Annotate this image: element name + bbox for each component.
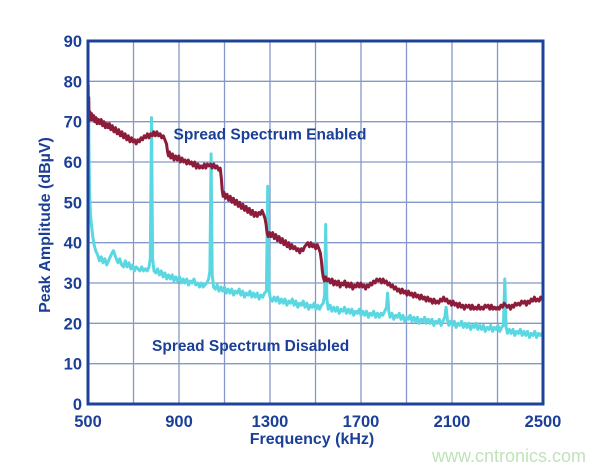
y-tick-label: 80 [64,73,82,91]
y-tick-label: 0 [73,396,82,414]
series-enabled-label: Spread Spectrum Enabled [174,126,367,143]
x-tick-label: 900 [165,413,193,431]
y-tick-label: 60 [64,154,82,172]
y-tick-label: 10 [64,356,82,374]
y-tick-label: 70 [64,114,82,132]
y-axis-tick-labels: 0 10 20 30 40 50 60 70 80 90 [64,33,82,414]
watermark: www.cntronics.com [431,446,586,466]
x-tick-label: 1700 [343,413,380,431]
x-axis-title: Frequency (kHz) [250,431,374,448]
y-tick-label: 50 [64,194,82,212]
y-tick-label: 40 [64,235,82,253]
y-tick-label: 20 [64,315,82,333]
series-enabled-line [88,96,543,311]
x-tick-label: 1300 [252,413,289,431]
series-disabled-line [88,83,543,378]
x-tick-label: 2500 [525,413,562,431]
y-tick-label: 90 [64,33,82,51]
y-tick-label: 30 [64,275,82,293]
x-tick-label: 2100 [434,413,471,431]
x-axis-tick-labels: 500 900 1300 1700 2100 2500 [74,413,561,431]
y-axis-title: Peak Amplitude (dBµV) [37,137,54,313]
gridlines [88,41,543,404]
plot-border [86,39,545,406]
series-disabled-label: Spread Spectrum Disabled [152,338,349,355]
x-tick-label: 500 [74,413,102,431]
